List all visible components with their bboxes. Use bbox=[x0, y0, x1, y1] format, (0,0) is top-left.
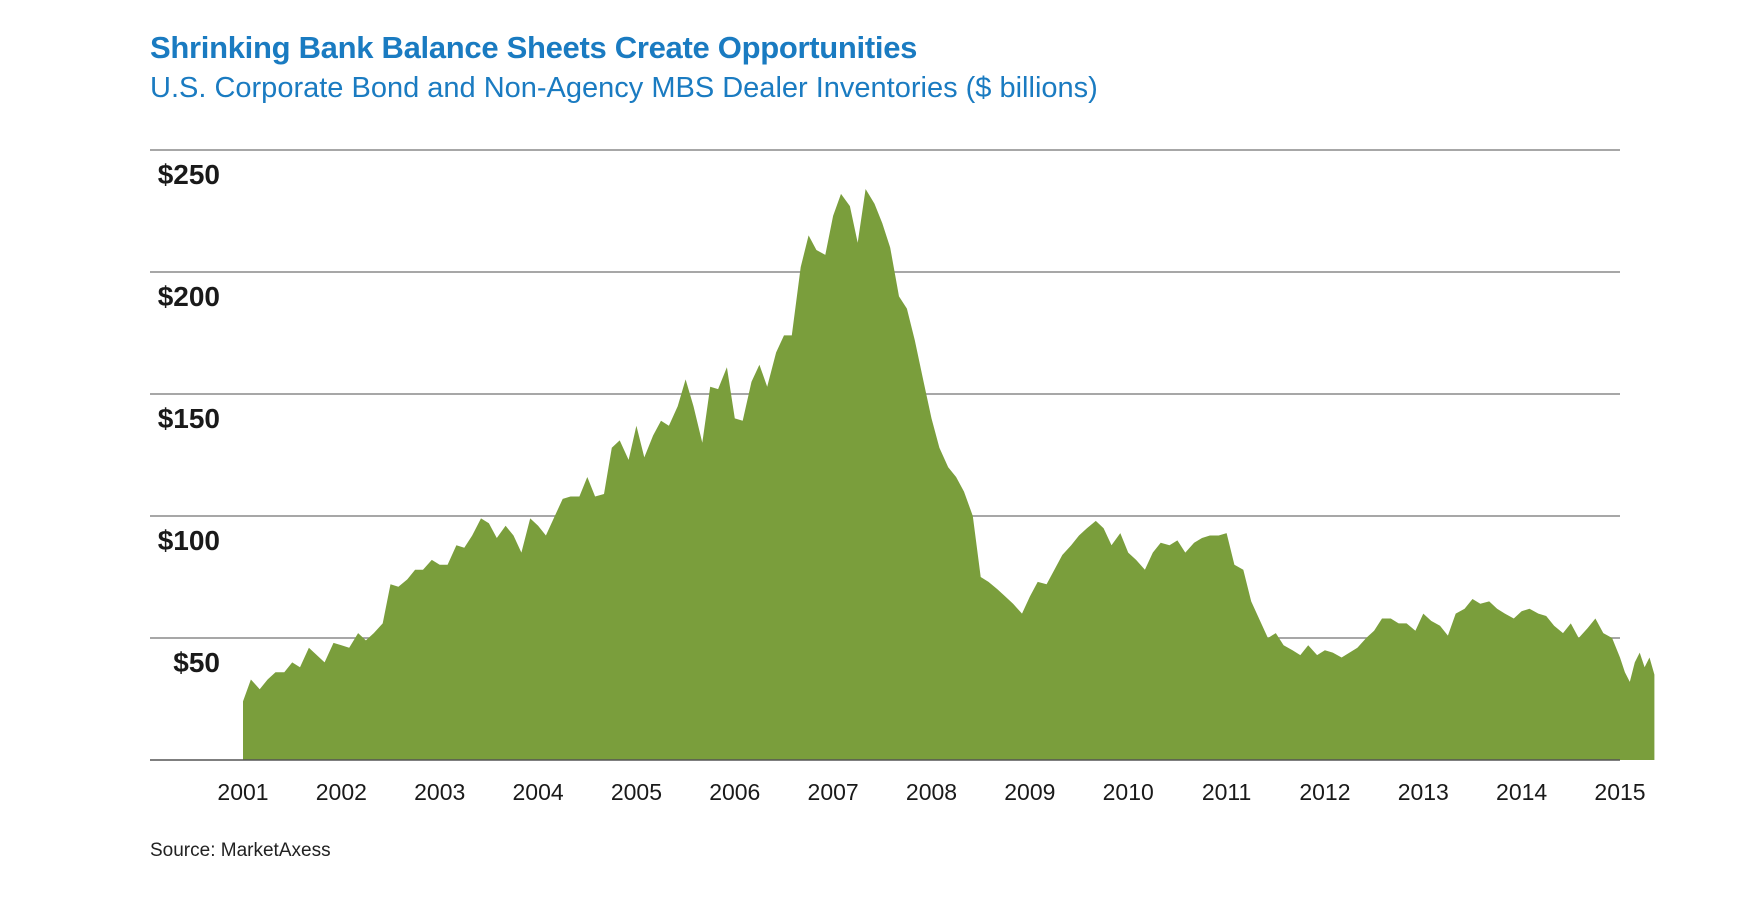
y-tick-label: $100 bbox=[158, 525, 220, 556]
x-tick-label: 2004 bbox=[512, 779, 563, 805]
chart-title: Shrinking Bank Balance Sheets Create Opp… bbox=[150, 30, 918, 65]
x-tick-label: 2010 bbox=[1103, 779, 1154, 805]
y-tick-label: $50 bbox=[173, 647, 220, 678]
chart-subtitle: U.S. Corporate Bond and Non-Agency MBS D… bbox=[150, 72, 1098, 104]
x-tick-label: 2014 bbox=[1496, 779, 1547, 805]
y-tick-label: $200 bbox=[158, 281, 220, 312]
x-tick-label: 2005 bbox=[611, 779, 662, 805]
y-axis-ticks: $50 $100 $150 $200 $250 bbox=[158, 159, 220, 678]
x-tick-label: 2009 bbox=[1004, 779, 1055, 805]
x-tick-label: 2001 bbox=[217, 779, 268, 805]
x-tick-label: 2011 bbox=[1202, 779, 1251, 805]
x-tick-label: 2006 bbox=[709, 779, 760, 805]
x-axis-ticks: 2001 2002 2003 2004 2005 2006 2007 2008 2009 2010… bbox=[217, 779, 1645, 805]
x-tick-label: 2008 bbox=[906, 779, 957, 805]
x-tick-label: 2013 bbox=[1398, 779, 1449, 805]
x-tick-label: 2003 bbox=[414, 779, 465, 805]
y-tick-label: $150 bbox=[158, 403, 220, 434]
source-note: Source: MarketAxess bbox=[150, 840, 331, 861]
y-tick-label: $250 bbox=[158, 159, 220, 190]
x-tick-label: 2012 bbox=[1299, 779, 1350, 805]
x-tick-label: 2015 bbox=[1594, 779, 1645, 805]
x-tick-label: 2002 bbox=[316, 779, 367, 805]
series-area bbox=[243, 189, 1655, 760]
x-tick-label: 2007 bbox=[808, 779, 859, 805]
